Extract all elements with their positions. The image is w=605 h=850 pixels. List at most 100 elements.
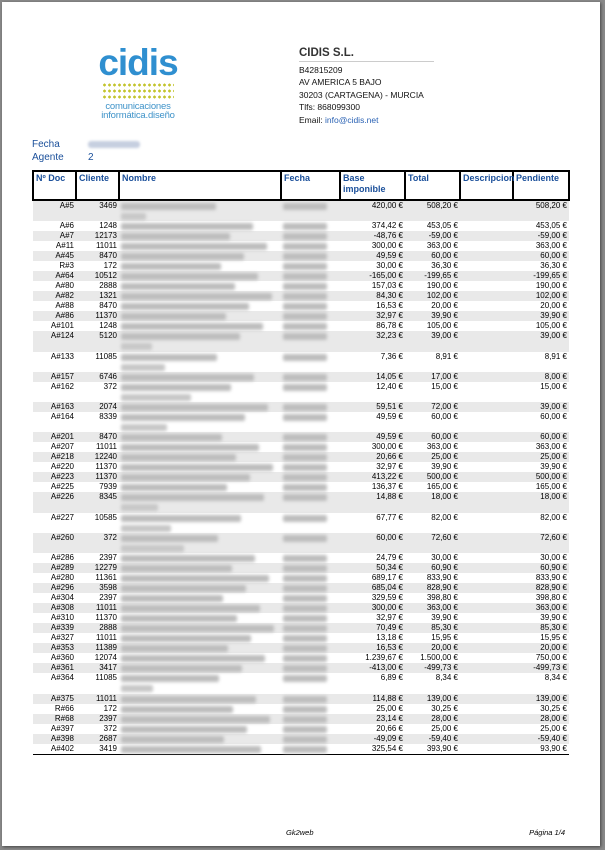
base-imponible: 7,36 € bbox=[380, 351, 403, 361]
pendiente: 20,00 € bbox=[540, 301, 567, 311]
base-imponible: 32,97 € bbox=[376, 613, 403, 623]
pendiente: 165,00 € bbox=[535, 482, 567, 492]
table-row: A#220 11370 32,97 € 39,90 € 39,90 € bbox=[33, 462, 569, 472]
table-row: A#353 11389 16,53 €20,00 €20,00 € bbox=[33, 643, 569, 654]
base-imponible: 49,59 € bbox=[340, 251, 405, 262]
total: 15,95 € bbox=[431, 633, 458, 643]
base-imponible: 300,00 € bbox=[371, 241, 403, 251]
total: 139,00 € bbox=[405, 693, 460, 704]
table-row: A#327 11011 13,18 € 15,95 € 15,95 € bbox=[33, 633, 569, 643]
client-id: 11085 bbox=[95, 673, 117, 683]
descripcion bbox=[460, 573, 513, 583]
client-id: 372 bbox=[103, 723, 117, 733]
total: 8,34 € bbox=[435, 673, 458, 683]
total: 15,00 € bbox=[431, 381, 458, 391]
pendiente: 363,00 € bbox=[535, 241, 567, 251]
client-id: 372 bbox=[76, 533, 119, 554]
total: 30,25 € bbox=[431, 703, 458, 713]
client-id: 8339 bbox=[99, 412, 117, 422]
descripcion bbox=[460, 271, 513, 282]
client-name-redacted bbox=[119, 331, 281, 352]
pendiente: 39,90 € bbox=[540, 613, 567, 623]
date-redacted bbox=[281, 241, 340, 251]
client-name-redacted bbox=[119, 733, 281, 744]
client-name-redacted bbox=[119, 623, 281, 634]
base-imponible: 420,00 € bbox=[340, 200, 405, 222]
pendiente: 39,90 € bbox=[540, 462, 567, 472]
client-name-redacted bbox=[119, 221, 281, 231]
client-id: 11011 bbox=[95, 241, 117, 251]
pendiente: -59,00 € bbox=[513, 231, 569, 242]
client-name-redacted bbox=[119, 371, 281, 382]
col-nombre: Nombre bbox=[118, 170, 282, 201]
date-redacted bbox=[281, 593, 340, 603]
footer-generator: Gk2web bbox=[286, 828, 314, 837]
base-imponible: -413,00 € bbox=[340, 663, 405, 674]
table-row: A#5 3469 420,00 €508,20 €508,20 € bbox=[33, 200, 569, 222]
descripcion bbox=[460, 733, 513, 744]
pendiente: 363,00 € bbox=[535, 442, 567, 452]
table-row: A#260 372 60,00 €72,60 €72,60 € bbox=[33, 533, 569, 554]
base-imponible: 689,17 € bbox=[371, 573, 403, 583]
client-name-redacted bbox=[119, 281, 281, 291]
base-imponible: 300,00 € bbox=[340, 603, 405, 614]
base-imponible: 1.239,67 € bbox=[365, 653, 403, 663]
client-id: 172 bbox=[103, 261, 117, 271]
descripcion bbox=[460, 693, 513, 704]
base-imponible: 6,89 € bbox=[380, 673, 403, 683]
client-name-redacted bbox=[119, 513, 281, 533]
client-name-redacted bbox=[119, 382, 281, 402]
client-name-redacted bbox=[119, 321, 281, 331]
total: -199,65 € bbox=[405, 271, 460, 282]
client-name-redacted bbox=[119, 573, 281, 583]
pendiente: 833,90 € bbox=[535, 573, 567, 583]
fecha-row: Fecha bbox=[32, 139, 140, 150]
table-row: A#164 8339 49,59 € 60,00 € 60,00 € bbox=[33, 412, 569, 432]
descripcion bbox=[460, 593, 513, 603]
base-imponible: 24,79 € bbox=[376, 553, 403, 563]
client-name-redacted bbox=[119, 713, 281, 724]
descripcion bbox=[460, 281, 513, 291]
doc-number: A#364 bbox=[50, 673, 74, 683]
descripcion bbox=[460, 452, 513, 463]
total: 72,00 € bbox=[405, 402, 460, 413]
base-imponible: 32,23 € bbox=[340, 331, 405, 352]
descripcion bbox=[460, 623, 513, 634]
client-id: 11361 bbox=[95, 573, 117, 583]
pendiente: 30,25 € bbox=[540, 703, 567, 713]
client-id: 11085 bbox=[95, 351, 117, 361]
table-row: A#226 8345 14,88 €18,00 €18,00 € bbox=[33, 492, 569, 513]
client-id: 2687 bbox=[76, 733, 119, 744]
date-redacted bbox=[281, 482, 340, 492]
base-imponible: 157,03 € bbox=[371, 281, 403, 291]
table-row: A#361 3417 -413,00 € -499,73 € -499,73 € bbox=[33, 663, 569, 674]
table-row: A#296 3598 685,04 €828,90 €828,90 € bbox=[33, 583, 569, 594]
table-row: A#162 372 12,40 € 15,00 € 15,00 € bbox=[33, 382, 569, 402]
email-link[interactable]: info@cidis.net bbox=[324, 114, 379, 125]
doc-number: A#397 bbox=[50, 723, 74, 733]
table-row: A#310 11370 32,97 € 39,90 € 39,90 € bbox=[33, 613, 569, 623]
date-redacted bbox=[281, 402, 340, 413]
table-row: A#364 11085 6,89 € 8,34 € 8,34 € bbox=[33, 673, 569, 693]
table-row: A#286 2397 24,79 € 30,00 € 30,00 € bbox=[33, 553, 569, 563]
descripcion bbox=[460, 261, 513, 271]
table-row: A#360 12074 1.239,67 € 1.500,00 € 750,00 € bbox=[33, 653, 569, 663]
total: -59,00 € bbox=[405, 231, 460, 242]
base-imponible: 49,59 € bbox=[376, 412, 403, 422]
client-id: 8470 bbox=[76, 251, 119, 262]
descripcion bbox=[460, 482, 513, 492]
date-redacted bbox=[281, 321, 340, 331]
base-imponible: 30,00 € bbox=[376, 261, 403, 271]
client-name-redacted bbox=[119, 452, 281, 463]
company-name: CIDIS S.L. bbox=[299, 47, 434, 62]
doc-number: A#226 bbox=[33, 492, 76, 513]
client-name-redacted bbox=[119, 533, 281, 554]
base-imponible: -165,00 € bbox=[340, 271, 405, 282]
company-info: CIDIS S.L. B42815209 AV AMERICA 5 BAJO 3… bbox=[299, 47, 434, 127]
pendiente: 15,00 € bbox=[540, 381, 567, 391]
doc-number: A#133 bbox=[50, 351, 74, 361]
base-imponible: 32,97 € bbox=[376, 462, 403, 472]
base-imponible: 32,97 € bbox=[340, 311, 405, 322]
table-row: A#227 10585 67,77 € 82,00 € 82,00 € bbox=[33, 513, 569, 533]
total: 190,00 € bbox=[426, 281, 458, 291]
